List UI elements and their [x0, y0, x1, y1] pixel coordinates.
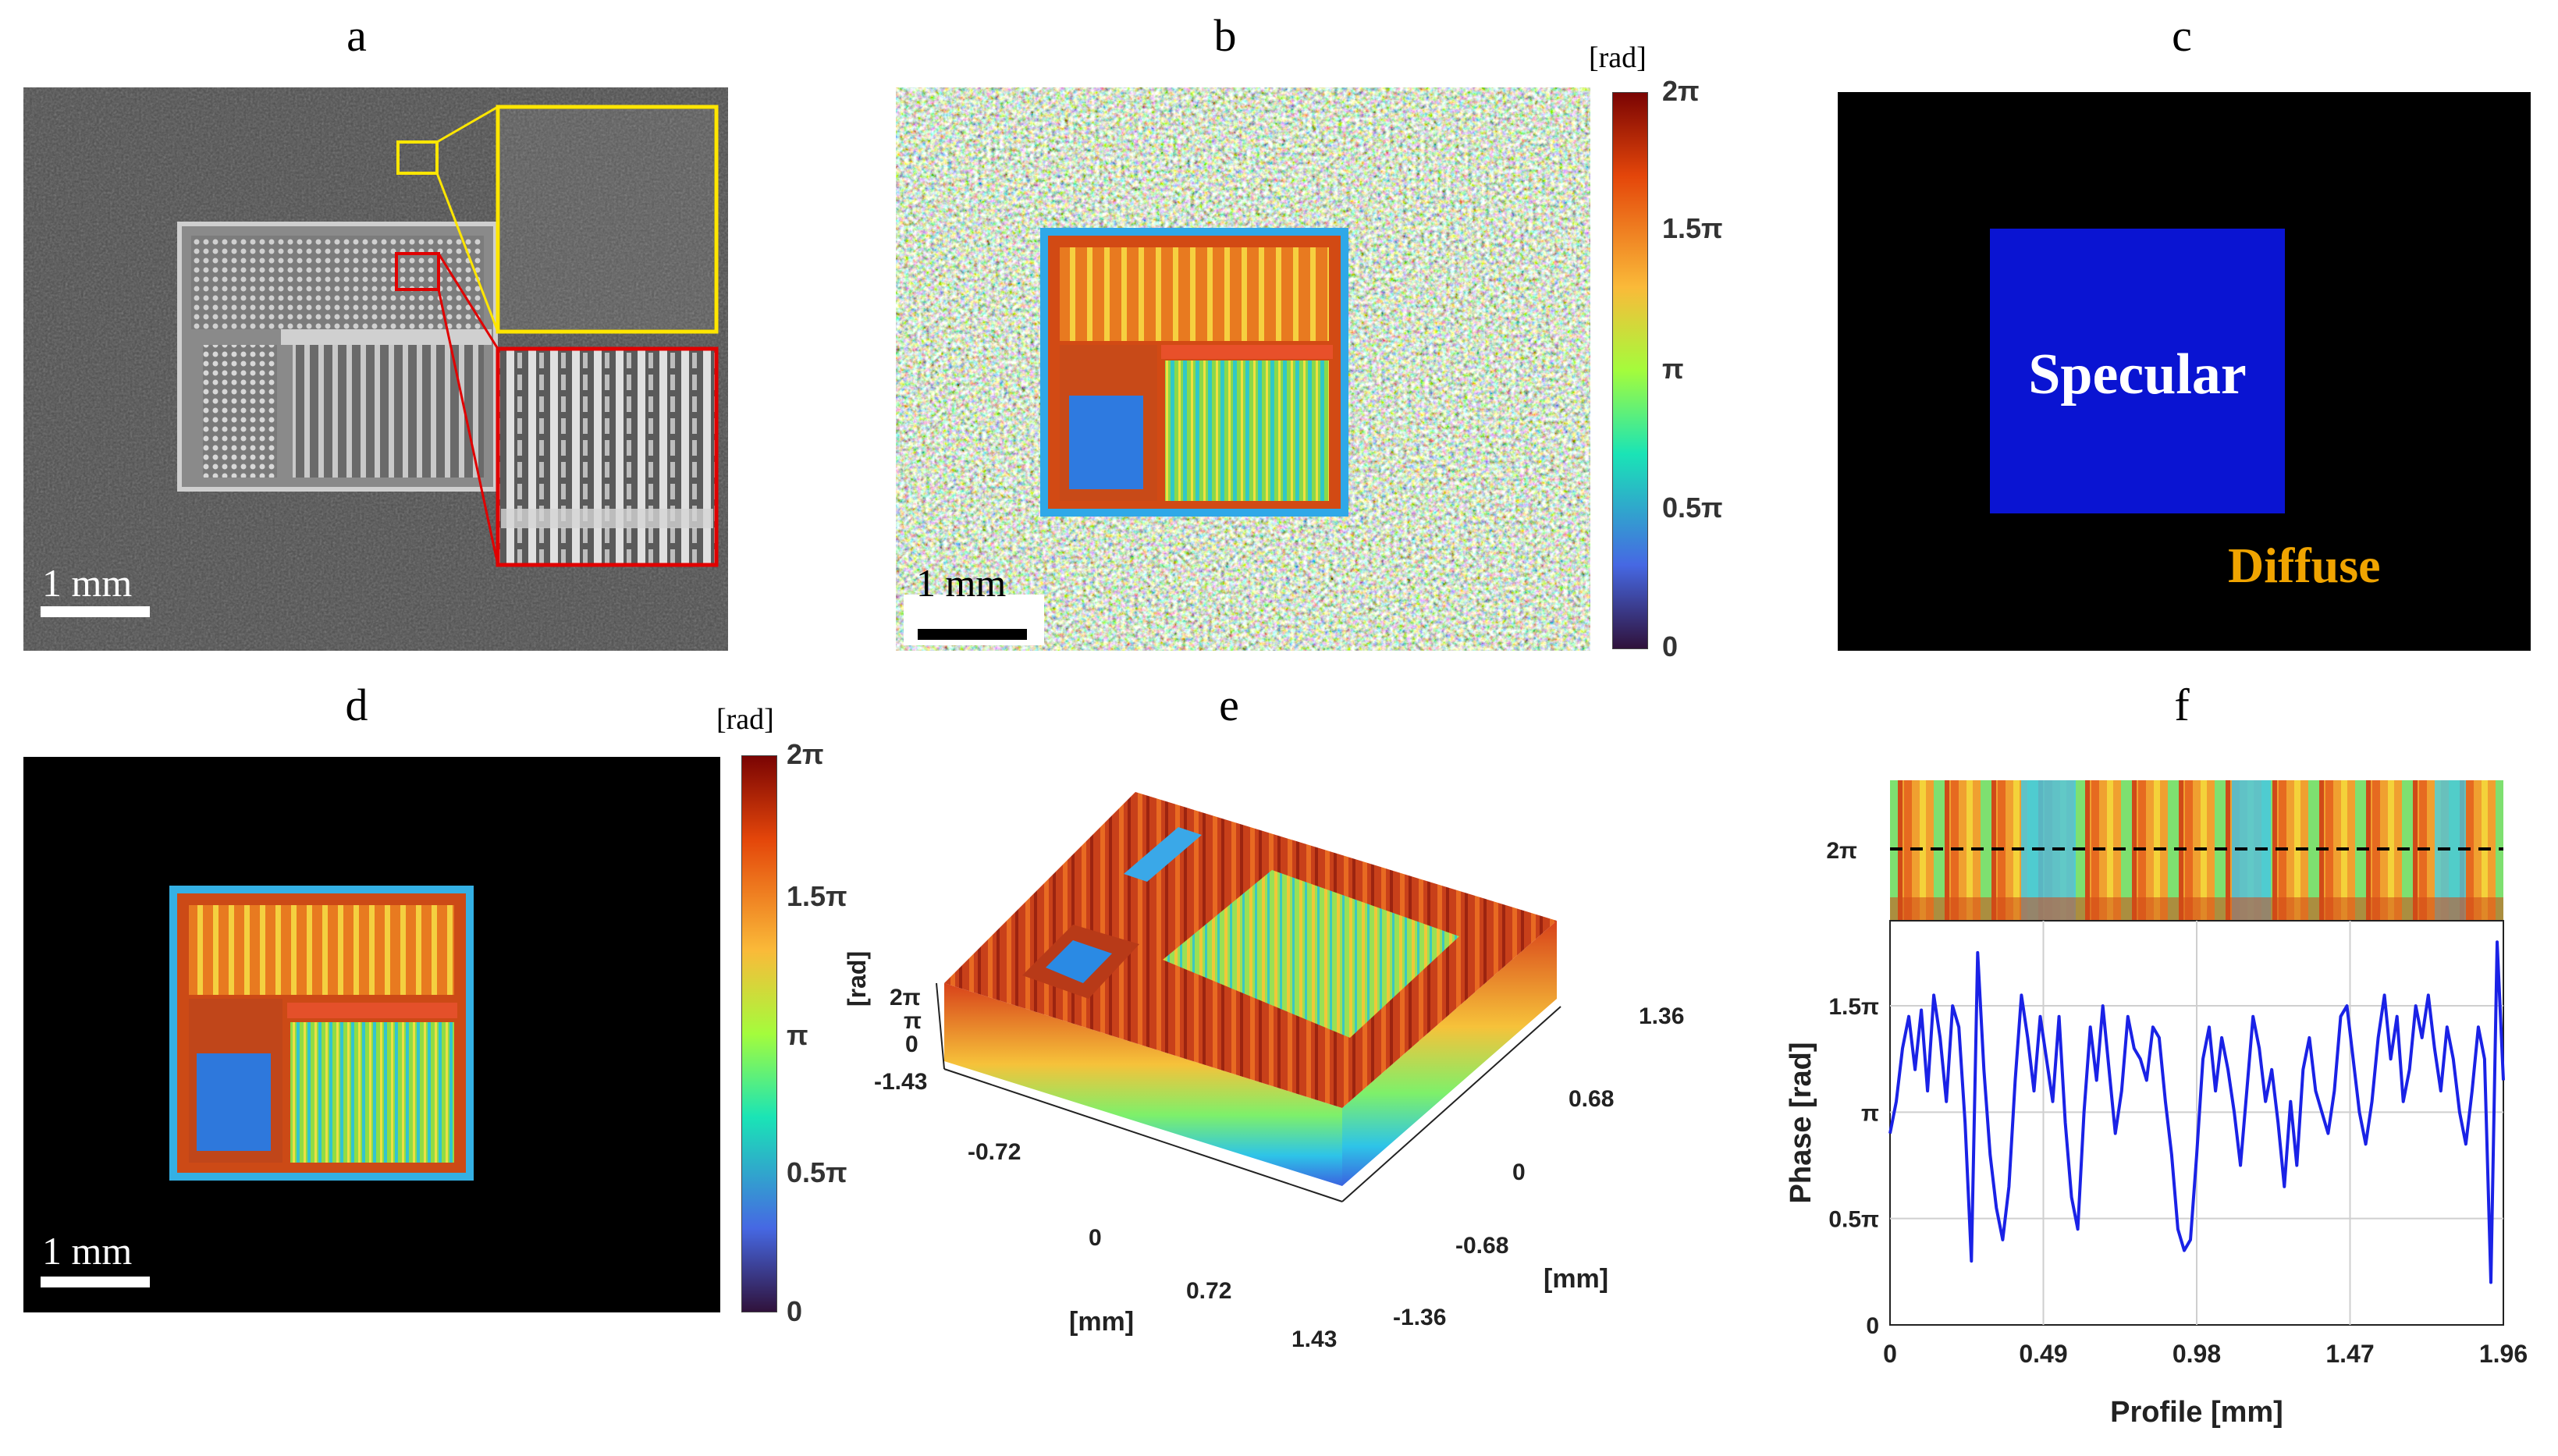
diffuse-label: Diffuse — [2228, 538, 2381, 593]
e-y-tick-3: -0.68 — [1455, 1233, 1509, 1259]
e-z-unit: [rad] — [843, 950, 871, 1007]
panel-label-c: c — [2172, 10, 2192, 61]
y-tick-label: π — [1861, 1100, 1879, 1126]
colorbar-d-tick-0-5pi: 0.5π — [787, 1156, 847, 1188]
chip-region-b — [1040, 228, 1348, 517]
colorbar-d-tick-1-5pi: 1.5π — [787, 880, 847, 912]
panel-label-a: a — [346, 10, 367, 61]
series-line-phase-profile — [1888, 940, 2505, 1284]
chip-region-d — [169, 886, 474, 1181]
y-tick-label: 1.5π — [1828, 994, 1879, 1020]
surface-front-left-side — [944, 983, 1342, 1186]
scalebar-d-text: 1 mm — [42, 1229, 133, 1273]
panel-d-image: 1 mm — [23, 757, 720, 1312]
inset-tick-2pi: 2π — [1826, 838, 1857, 864]
e-z-tick-2pi: 2π — [890, 985, 921, 1010]
e-x-unit: [mm] — [1069, 1307, 1135, 1337]
colorbar-b-tick-1-5pi: 1.5π — [1662, 212, 1723, 244]
colorbar-b-tick-pi: π — [1662, 353, 1684, 385]
colorbar-d — [741, 755, 777, 1312]
scalebar-d — [41, 1277, 150, 1287]
e-x-tick-1: -0.72 — [968, 1139, 1021, 1165]
panel-b-image: 1 mm — [896, 87, 1590, 651]
panel-e-surface: 2π π 0 [rad] -1.43 -0.72 0 0.72 1.43 [mm… — [835, 749, 1693, 1358]
panel-label-f: f — [2174, 680, 2190, 730]
e-y-tick-2: 0 — [1512, 1159, 1526, 1185]
surface-green-region — [1163, 870, 1459, 1038]
scalebar-a-text: 1 mm — [42, 561, 133, 605]
e-z-tick-0: 0 — [905, 1032, 918, 1057]
panel-c-mask: Specular Diffuse — [1838, 92, 2531, 651]
e-y-tick-4: -1.36 — [1393, 1305, 1447, 1330]
colorbar-d-tick-pi: π — [787, 1019, 808, 1051]
panel-a-image: 1 mm — [23, 87, 728, 651]
scalebar-b-text: 1 mm — [916, 561, 1007, 605]
y-tick-label: 0 — [1866, 1313, 1879, 1339]
e-y-tick-0: 1.36 — [1639, 1003, 1685, 1029]
panel-f-chart: 2π 0 0.49 0.98 1.47 1.96 0 0.5π π 1.5π Profile [… — [1764, 749, 2552, 1444]
surface-blue-region — [1046, 940, 1112, 983]
e-x-tick-4: 1.43 — [1291, 1326, 1338, 1352]
x-axis-label: Profile [mm] — [2110, 1396, 2283, 1429]
colorbar-d-tick-2pi: 2π — [787, 738, 824, 770]
panel-label-b: b — [1213, 10, 1237, 61]
red-zoom-inset — [496, 346, 719, 567]
x-tick-label: 0.49 — [2019, 1340, 2067, 1368]
scalebar-a — [41, 606, 150, 617]
colorbar-b-unit: [rad] — [1589, 41, 1647, 74]
e-x-tick-2: 0 — [1089, 1225, 1102, 1251]
e-x-tick-3: 0.72 — [1186, 1278, 1232, 1304]
colorbar-d-unit: [rad] — [716, 703, 774, 736]
scalebar-b — [918, 629, 1027, 640]
surface-front-right-side — [1342, 921, 1557, 1186]
specular-region — [1990, 229, 2285, 513]
panel-label-d: d — [345, 680, 368, 730]
colorbar-b — [1612, 92, 1648, 649]
e-x-tick-0: -1.43 — [874, 1069, 928, 1095]
chip-region-a — [177, 222, 498, 492]
colorbar-d-tick-0: 0 — [787, 1295, 803, 1327]
specular-label: Specular — [2028, 343, 2247, 407]
yellow-roi-box — [396, 140, 439, 175]
x-tick-label: 1.96 — [2479, 1340, 2528, 1368]
colorbar-b-tick-0: 0 — [1662, 630, 1679, 662]
panel-label-e: e — [1219, 680, 1239, 730]
e-y-tick-1: 0.68 — [1569, 1086, 1615, 1112]
colorbar-b-tick-0-5pi: 0.5π — [1662, 492, 1723, 524]
e-z-tick-pi: π — [904, 1008, 922, 1034]
x-tick-label: 1.47 — [2325, 1340, 2374, 1368]
e-y-unit: [mm] — [1544, 1264, 1609, 1294]
x-tick-label: 0 — [1883, 1340, 1897, 1368]
red-roi-box — [395, 252, 440, 291]
y-axis-label: Phase [rad] — [1785, 1042, 1817, 1204]
y-tick-label: 0.5π — [1828, 1207, 1879, 1233]
colorbar-b-tick-2pi: 2π — [1662, 75, 1700, 107]
x-tick-label: 0.98 — [2173, 1340, 2221, 1368]
